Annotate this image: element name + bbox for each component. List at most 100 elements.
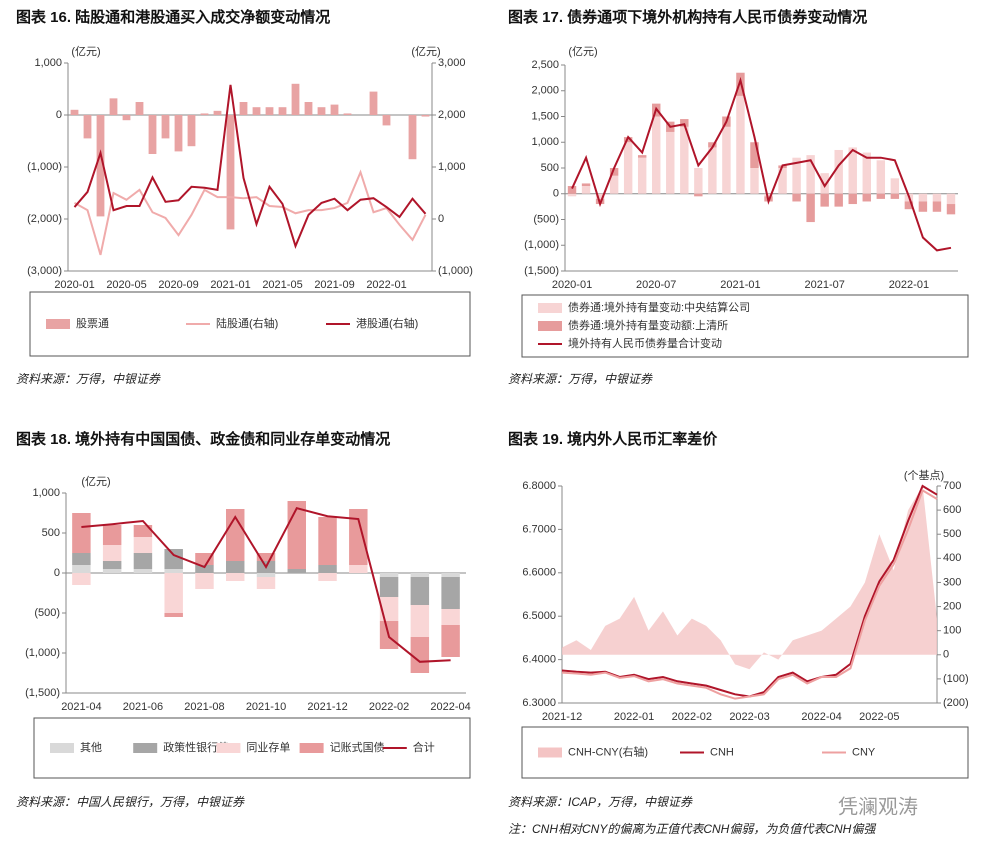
legend-box bbox=[521, 726, 969, 779]
y-tick-label: 500 bbox=[42, 527, 60, 539]
legend-swatch bbox=[538, 303, 562, 313]
bar bbox=[441, 609, 460, 625]
bar bbox=[750, 168, 759, 194]
bar bbox=[226, 509, 245, 561]
line bbox=[74, 169, 427, 256]
y-tick-label: 1,000 bbox=[531, 136, 559, 148]
bar bbox=[133, 537, 153, 553]
bar bbox=[256, 573, 276, 577]
bar bbox=[164, 613, 183, 617]
bar bbox=[567, 193, 577, 197]
bar bbox=[72, 553, 91, 565]
legend-box bbox=[521, 294, 969, 358]
bar bbox=[410, 637, 430, 673]
x-tick-label: 2020-01 bbox=[54, 279, 94, 291]
x-tick-label: 2020-09 bbox=[158, 279, 198, 291]
source: 资料来源：中国人民银行，万得，中银证券 bbox=[16, 795, 245, 809]
y-tick-label: 700 bbox=[943, 480, 961, 492]
bar bbox=[708, 142, 717, 148]
bar bbox=[567, 186, 577, 194]
source: 资料来源：ICAP，万得，中银证券 bbox=[508, 795, 693, 809]
x-tick-label: 2020-05 bbox=[106, 279, 146, 291]
bar bbox=[213, 110, 222, 115]
x-tick-label: 2022-02 bbox=[369, 701, 409, 713]
source: 资料来源：万得，中银证券 bbox=[16, 372, 161, 386]
bar bbox=[410, 577, 430, 605]
y-tick-label: (1,000) bbox=[27, 161, 62, 173]
bar bbox=[890, 193, 900, 199]
bar bbox=[764, 193, 773, 197]
bar bbox=[904, 201, 914, 210]
bar bbox=[806, 155, 815, 194]
bar bbox=[256, 553, 276, 561]
legend-box bbox=[29, 291, 471, 357]
x-tick-label: 2022-01 bbox=[366, 279, 406, 291]
y-tick-label: 400 bbox=[943, 552, 961, 564]
area bbox=[562, 486, 937, 670]
line bbox=[81, 507, 451, 663]
y-tick-label: 6.5000 bbox=[522, 610, 556, 622]
y-tick-label: (1,500) bbox=[25, 687, 60, 699]
bar bbox=[595, 193, 605, 199]
bar bbox=[946, 204, 956, 215]
legend-label: 债券通:境外持有量变动额:上清所 bbox=[568, 318, 728, 332]
y-tick-label: 1,000 bbox=[32, 487, 60, 499]
x-tick-label: 2021-12 bbox=[307, 701, 347, 713]
legend-swatch bbox=[50, 743, 74, 753]
bar bbox=[379, 577, 399, 597]
bar bbox=[623, 142, 633, 194]
bar bbox=[806, 193, 815, 223]
bar bbox=[609, 175, 619, 194]
x-tick-label: 2022-01 bbox=[889, 279, 929, 291]
x-tick-label: 2020-01 bbox=[552, 279, 592, 291]
bar bbox=[379, 597, 399, 621]
bar bbox=[265, 107, 274, 115]
x-tick-label: 2022-04 bbox=[430, 701, 470, 713]
bar bbox=[317, 107, 326, 115]
bar bbox=[239, 102, 248, 115]
line bbox=[571, 76, 952, 252]
bar bbox=[72, 565, 91, 573]
y-tick-label: 100 bbox=[943, 625, 961, 637]
y-tick-label: 200 bbox=[943, 600, 961, 612]
line bbox=[73, 84, 427, 249]
y-tick-label: 6.3000 bbox=[522, 697, 556, 709]
legend-swatch bbox=[46, 319, 70, 329]
y-tick-label: 2,500 bbox=[531, 59, 559, 71]
bar bbox=[287, 569, 306, 573]
unit-label: (亿元) bbox=[71, 45, 100, 58]
bar bbox=[278, 107, 287, 115]
legend-swatch bbox=[538, 747, 562, 758]
bar bbox=[820, 193, 829, 207]
legend-swatch bbox=[299, 743, 324, 753]
bar bbox=[164, 569, 183, 573]
bar bbox=[379, 573, 399, 577]
bar bbox=[410, 605, 430, 637]
legend-swatch bbox=[216, 743, 241, 753]
bar bbox=[164, 573, 183, 613]
x-tick-label: 2022-01 bbox=[614, 711, 654, 723]
legend-label: 境外持有人民币债券量合计变动 bbox=[568, 336, 722, 350]
y-tick-label: (1,500) bbox=[524, 265, 559, 277]
bar bbox=[318, 573, 337, 581]
bar bbox=[708, 147, 717, 194]
bar bbox=[932, 193, 942, 202]
x-tick-label: 2021-05 bbox=[262, 279, 302, 291]
x-tick-label: 2022-03 bbox=[729, 711, 769, 723]
y-tick-label: 1,500 bbox=[531, 110, 559, 122]
bar bbox=[890, 178, 900, 194]
bar bbox=[441, 577, 460, 609]
bar bbox=[918, 201, 928, 212]
x-tick-label: 2021-10 bbox=[246, 701, 286, 713]
bar bbox=[195, 553, 214, 565]
legend-swatch bbox=[133, 743, 158, 753]
y-tick-label: 0 bbox=[56, 109, 62, 121]
y-tick-label: (1,000) bbox=[524, 239, 559, 251]
bar bbox=[102, 525, 122, 545]
legend-swatch bbox=[538, 321, 562, 331]
bar bbox=[70, 109, 79, 115]
bar bbox=[83, 115, 92, 139]
x-tick-label: 2022-05 bbox=[859, 711, 899, 723]
y-tick-label: 0 bbox=[553, 188, 559, 200]
